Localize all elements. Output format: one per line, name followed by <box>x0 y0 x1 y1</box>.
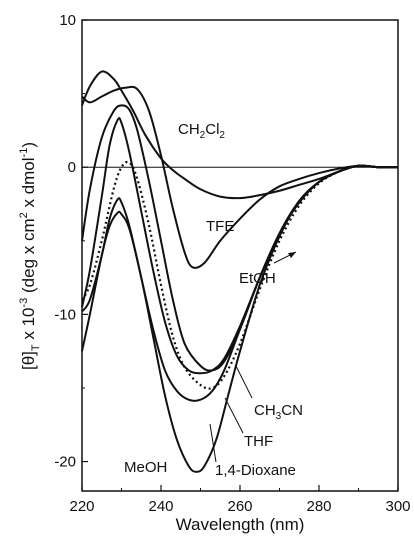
x-tick-label: 300 <box>385 498 410 515</box>
annotation-ch3cn-leader <box>235 365 253 399</box>
y-tick-label: -10 <box>54 306 76 323</box>
y-tick-label: -20 <box>54 454 76 471</box>
series-line-tfe <box>81 85 399 269</box>
annotation-ch3cn: CH3CN <box>254 402 303 422</box>
x-axis-title: Wavelength (nm) <box>176 515 305 534</box>
annotation-tfe: TFE <box>206 218 234 235</box>
axis-ticks: 220 240 260 280 300 10 0 -10 -20 <box>54 12 410 515</box>
x-tick-label: 280 <box>306 498 331 515</box>
annotation-etoh-arrowhead <box>288 252 296 258</box>
annotation-thf-leader <box>224 397 244 434</box>
x-tick-label: 240 <box>148 498 173 515</box>
y-tick-label: 10 <box>59 12 76 29</box>
y-tick-label: 0 <box>68 159 76 176</box>
y-axis-title: [θ]T x 10-3 (deg x cm2 x dmol-1) <box>18 142 42 370</box>
series-line-meoh <box>81 164 399 473</box>
series-line-thf <box>81 160 399 390</box>
series-line-ch3cn <box>81 116 399 375</box>
x-tick-label: 260 <box>227 498 252 515</box>
annotation-etoh: EtOH <box>239 270 276 287</box>
annotation-meoh: MeOH <box>124 459 167 476</box>
x-tick-label: 220 <box>69 498 94 515</box>
annotation-dioxane-leader <box>209 423 217 463</box>
annotation-dioxane: 1,4-Dioxane <box>215 462 296 479</box>
plot-frame <box>81 19 399 492</box>
series-line-ch2cl2 <box>81 70 399 200</box>
series-layer <box>81 70 399 473</box>
annotation-ch2cl2: CH2Cl2 <box>178 121 225 141</box>
annotation-thf: THF <box>244 433 273 450</box>
